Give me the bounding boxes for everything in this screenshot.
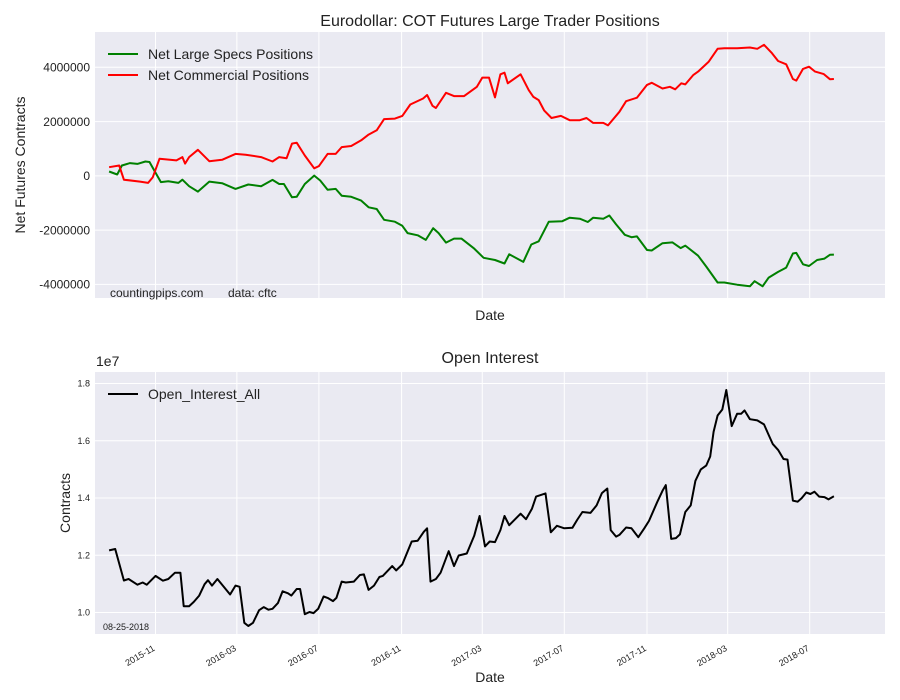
bottom-chart-ylabel: Contracts bbox=[57, 473, 73, 533]
x-tick-label: 2018-07 bbox=[777, 643, 811, 668]
x-tick-label: 2017-11 bbox=[615, 643, 648, 668]
series-line-net-commercial-positions bbox=[108, 43, 834, 184]
x-tick-label: 2016-03 bbox=[204, 643, 238, 668]
plot-area bbox=[95, 32, 885, 298]
data-annotation: data: cftc bbox=[228, 286, 277, 300]
y-tick-label: 4000000 bbox=[43, 60, 90, 74]
top-chart-title: Eurodollar: COT Futures Large Trader Pos… bbox=[320, 13, 659, 30]
legend-label: Net Commercial Positions bbox=[148, 67, 309, 83]
bottom-chart-scale-label: 1e7 bbox=[96, 353, 120, 369]
x-tick-label: 2018-03 bbox=[695, 643, 729, 668]
y-tick-label: 1.8 bbox=[77, 379, 90, 389]
series-line-open-interest-all bbox=[108, 389, 835, 627]
x-tick-label: 2017-03 bbox=[450, 643, 484, 668]
y-tick-label: -2000000 bbox=[39, 223, 90, 237]
source-annotation: countingpips.com bbox=[110, 286, 203, 300]
bottom-chart-title: Open Interest bbox=[442, 350, 540, 367]
top-chart-xlabel: Date bbox=[475, 307, 505, 323]
top-chart-ylabel: Net Futures Contracts bbox=[12, 97, 28, 234]
y-tick-label: 1.4 bbox=[77, 493, 90, 503]
top-chart-axes: 4000000 2000000 0 -2000000 -4000000 Net Large… bbox=[39, 32, 885, 298]
y-tick-label: 1.0 bbox=[77, 608, 90, 618]
legend-label: Open_Interest_All bbox=[148, 386, 260, 402]
y-tick-label: 1.2 bbox=[77, 550, 90, 560]
date-annotation: 08-25-2018 bbox=[103, 622, 149, 632]
y-tick-label: 2000000 bbox=[43, 115, 90, 129]
bottom-chart-axes: 1.8 1.6 1.4 1.2 1.0 2015-11 2016-03 2016-07 2016… bbox=[77, 372, 885, 668]
bottom-chart-xlabel: Date bbox=[475, 669, 505, 685]
x-tick-label: 2015-11 bbox=[123, 643, 156, 668]
y-tick-label: 1.6 bbox=[77, 436, 90, 446]
x-tick-label: 2017-07 bbox=[532, 643, 566, 668]
x-tick-label: 2016-11 bbox=[370, 643, 403, 668]
x-tick-label: 2016-07 bbox=[286, 643, 320, 668]
plot-area bbox=[95, 372, 885, 634]
y-tick-label: 0 bbox=[83, 169, 90, 183]
series-line-net-large-specs-positions bbox=[108, 160, 834, 288]
legend-label: Net Large Specs Positions bbox=[148, 46, 313, 62]
y-tick-label: -4000000 bbox=[39, 278, 90, 292]
